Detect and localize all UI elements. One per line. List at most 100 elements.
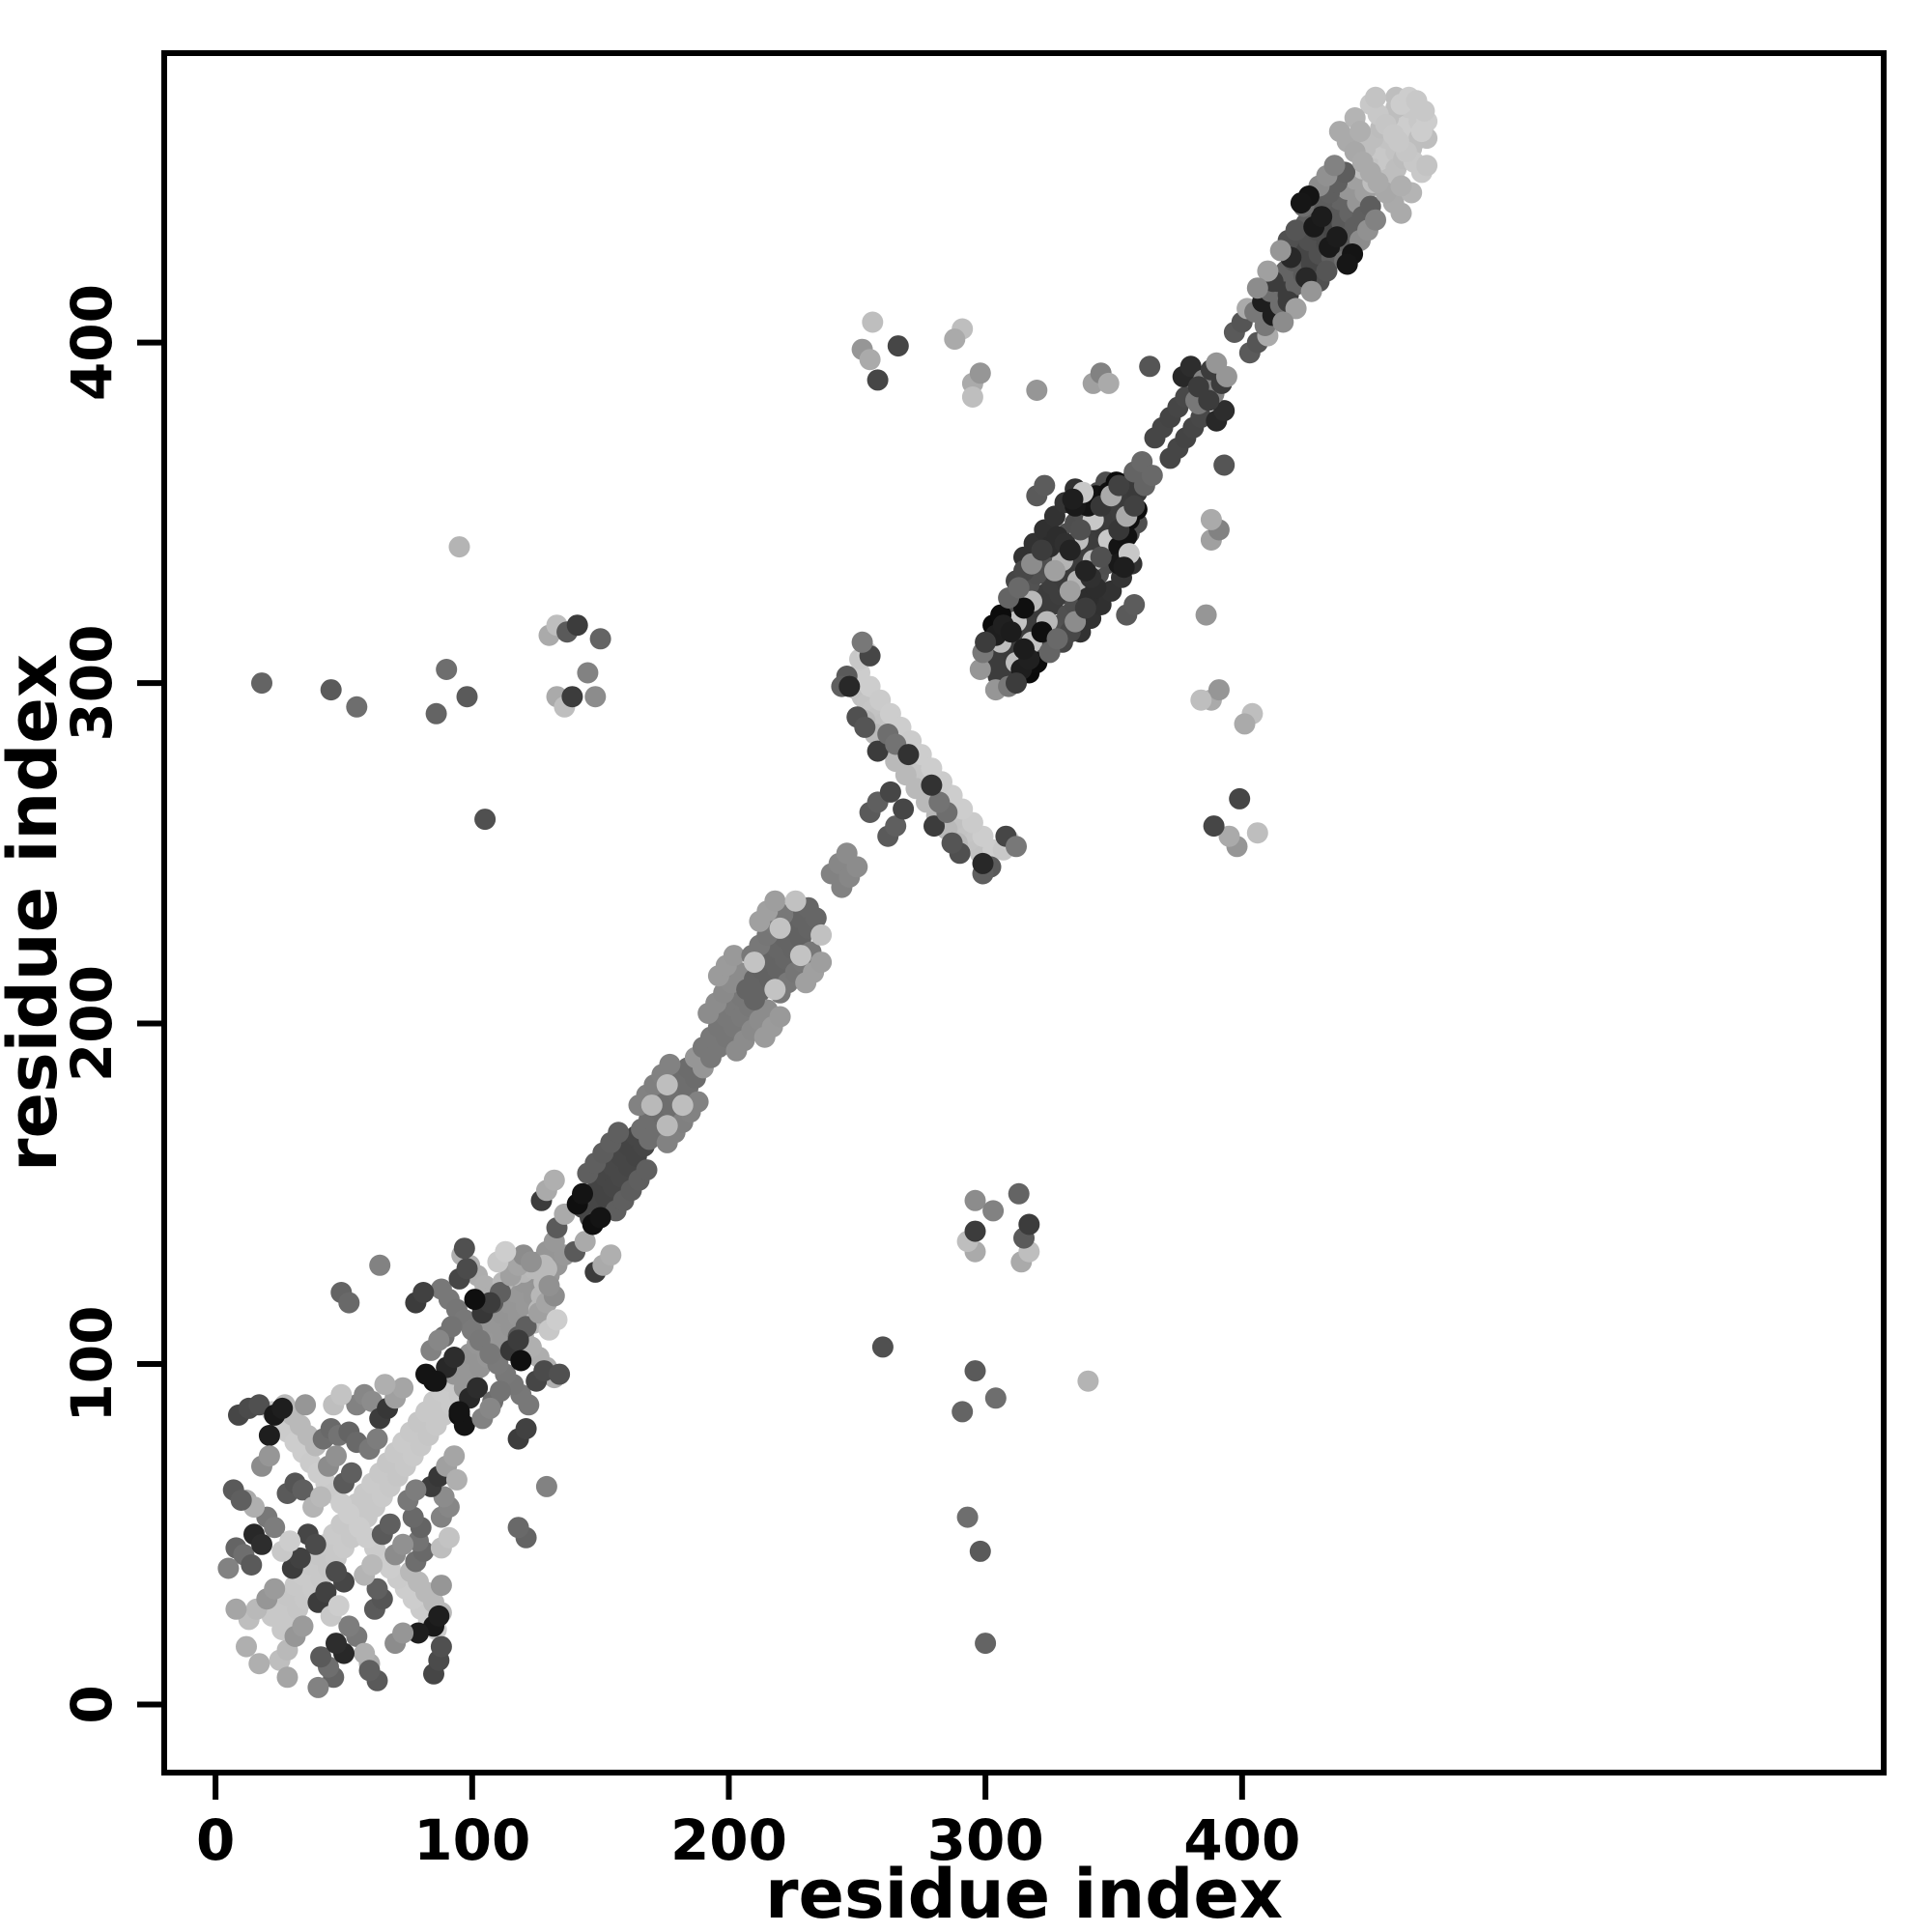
data-point xyxy=(456,1258,478,1280)
data-point xyxy=(1290,192,1312,214)
data-point xyxy=(307,1676,329,1698)
data-point xyxy=(1272,311,1294,333)
data-point xyxy=(326,1633,347,1655)
data-point xyxy=(338,1615,360,1637)
data-point xyxy=(744,952,765,974)
data-point xyxy=(1139,355,1161,378)
data-point xyxy=(295,1394,317,1416)
data-point xyxy=(405,1479,427,1501)
data-point xyxy=(1416,155,1438,177)
data-point xyxy=(1074,597,1096,619)
data-point xyxy=(975,1633,997,1655)
data-point xyxy=(543,1169,565,1191)
x-axis-title: residue index xyxy=(765,1855,1283,1932)
x-tick-label: 400 xyxy=(1183,1807,1300,1873)
y-tick-label: 100 xyxy=(59,1305,125,1422)
data-point xyxy=(546,1309,568,1331)
data-point xyxy=(810,952,833,974)
data-point xyxy=(1141,465,1163,487)
data-point xyxy=(292,1615,314,1637)
data-point xyxy=(810,923,833,946)
data-point xyxy=(1043,559,1065,582)
data-point xyxy=(510,1350,532,1372)
data-point xyxy=(366,1428,388,1450)
data-point xyxy=(276,1666,298,1689)
data-point xyxy=(561,686,583,708)
data-point xyxy=(258,1445,280,1467)
data-point xyxy=(304,1533,327,1555)
data-point xyxy=(885,815,907,838)
data-point xyxy=(789,945,811,967)
data-point xyxy=(412,1282,435,1303)
data-point xyxy=(392,1377,414,1399)
data-point xyxy=(1300,280,1322,302)
data-point xyxy=(636,1159,658,1181)
data-point xyxy=(428,1605,450,1627)
data-point xyxy=(315,1581,337,1604)
data-point xyxy=(392,1622,414,1644)
data-point xyxy=(659,1053,681,1075)
data-point xyxy=(538,1275,560,1296)
data-point xyxy=(225,1598,247,1620)
data-point xyxy=(1234,713,1256,735)
data-point xyxy=(969,362,991,384)
data-point xyxy=(264,1517,286,1539)
data-point xyxy=(1213,454,1236,476)
data-point xyxy=(589,1207,611,1229)
data-point xyxy=(1413,99,1435,122)
data-point xyxy=(1203,815,1225,838)
data-point xyxy=(1208,679,1230,701)
data-point xyxy=(984,1387,1007,1409)
data-point xyxy=(1365,209,1386,231)
data-point xyxy=(425,1370,447,1392)
data-point xyxy=(574,1231,596,1253)
data-point xyxy=(264,1577,286,1600)
data-point xyxy=(230,1490,252,1511)
data-point xyxy=(438,1526,460,1548)
data-point xyxy=(1359,161,1381,184)
data-point xyxy=(241,1554,263,1576)
data-point xyxy=(982,1200,1005,1222)
data-point xyxy=(428,1329,450,1351)
data-point xyxy=(445,1468,468,1491)
data-point xyxy=(1336,253,1358,275)
data-point xyxy=(1285,298,1307,320)
data-point xyxy=(805,907,827,929)
data-point xyxy=(944,328,966,351)
data-point xyxy=(723,945,745,967)
data-point xyxy=(1200,508,1222,530)
data-point xyxy=(964,1189,986,1211)
data-point xyxy=(1198,389,1220,412)
y-tick-label: 300 xyxy=(59,625,125,742)
data-point xyxy=(236,1635,257,1658)
data-point xyxy=(1113,556,1135,579)
data-point xyxy=(464,1289,486,1311)
data-point xyxy=(1179,355,1202,378)
data-point xyxy=(1246,277,1268,299)
data-point xyxy=(851,631,873,653)
data-point xyxy=(956,1506,979,1528)
data-point xyxy=(366,1577,388,1600)
data-point xyxy=(952,1401,974,1423)
data-point xyxy=(859,349,881,371)
data-point xyxy=(520,1251,542,1273)
data-point xyxy=(928,791,951,813)
data-point xyxy=(600,1244,622,1266)
data-point xyxy=(1006,836,1027,858)
data-point xyxy=(893,798,915,820)
data-point xyxy=(1323,155,1346,177)
data-point xyxy=(392,1533,414,1555)
x-tick-label: 200 xyxy=(670,1807,787,1873)
data-point xyxy=(764,890,786,912)
data-point xyxy=(640,1094,663,1117)
data-point xyxy=(964,1360,986,1382)
data-point xyxy=(348,1517,370,1539)
data-point xyxy=(251,1533,272,1555)
data-point xyxy=(1218,825,1240,847)
data-point xyxy=(453,1237,475,1260)
data-point xyxy=(436,659,458,680)
data-point xyxy=(379,1513,401,1535)
data-point xyxy=(964,1220,986,1242)
data-point xyxy=(1059,580,1081,602)
data-point xyxy=(1031,539,1053,561)
